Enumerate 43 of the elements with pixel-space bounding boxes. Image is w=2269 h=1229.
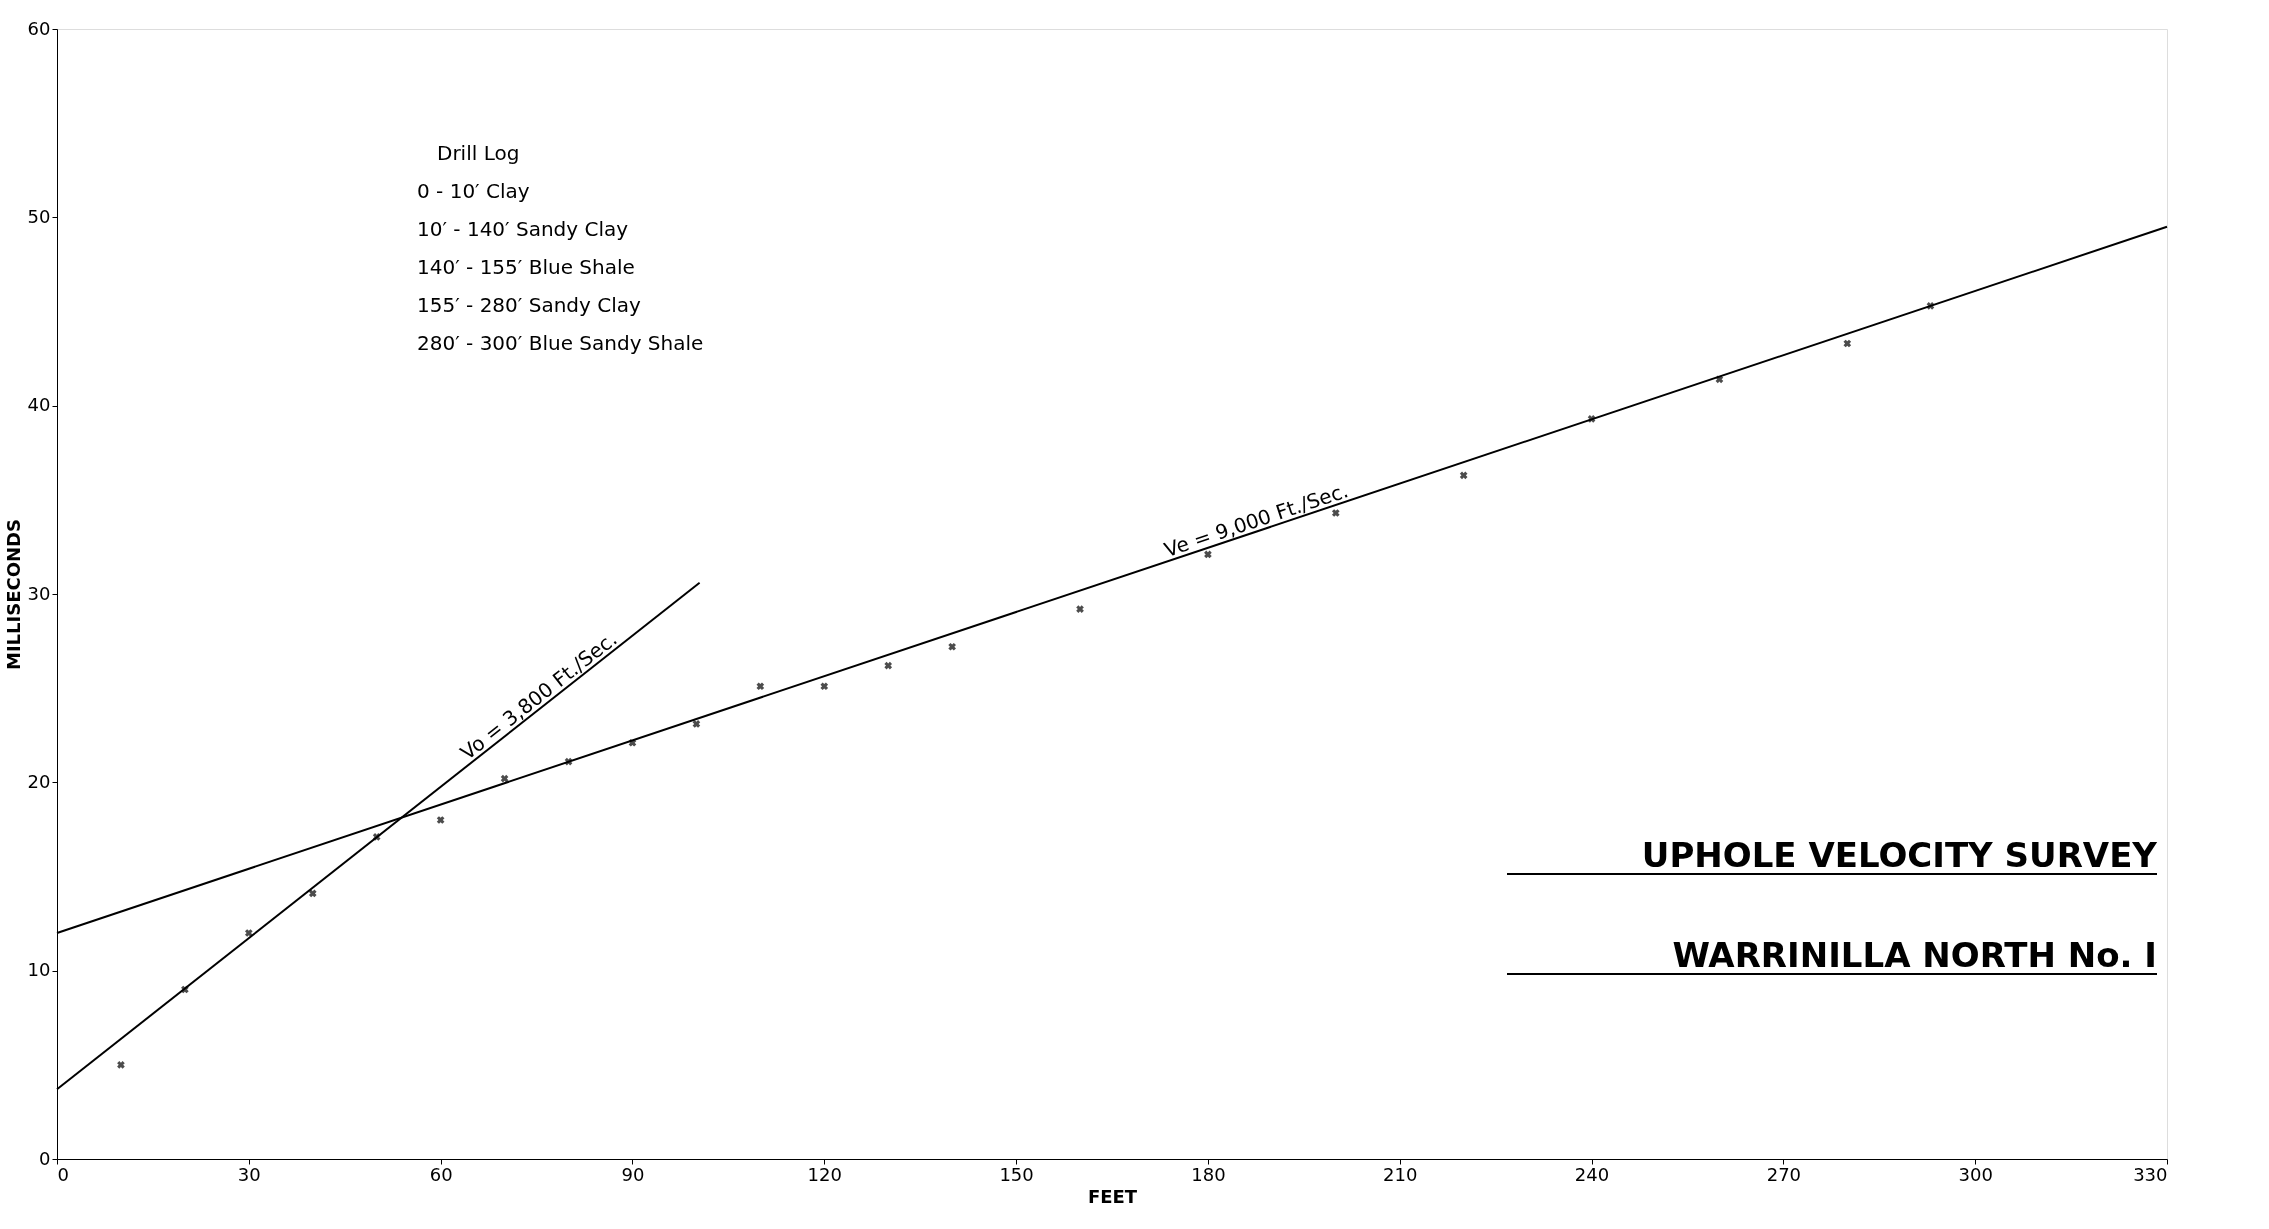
- point: [884, 661, 893, 670]
- y-tick-label: 30: [27, 582, 51, 604]
- point: [1204, 550, 1212, 559]
- annotation: Ve = 9,000 Ft./Sec.: [1161, 478, 1352, 562]
- annotation: 140′ - 155′ Blue Shale: [417, 255, 635, 279]
- point: [500, 774, 509, 783]
- point: [1459, 471, 1468, 480]
- x-tick-label: 240: [1574, 1163, 1610, 1185]
- point: [756, 682, 765, 691]
- point: [692, 720, 701, 728]
- x-tick-label: 30: [237, 1163, 261, 1185]
- x-tick-label: 0: [57, 1163, 69, 1185]
- annotation: 10′ - 140′ Sandy Clay: [417, 217, 629, 241]
- point: [1076, 605, 1084, 613]
- x-axis-title: FEET: [1087, 1185, 1138, 1207]
- x-tick-label: 270: [1766, 1163, 1802, 1185]
- y-tick-label: 50: [27, 205, 51, 227]
- y-tick-label: 20: [27, 770, 51, 792]
- annotation: 155′ - 280′ Sandy Clay: [417, 293, 642, 317]
- x-tick-label: 210: [1383, 1163, 1418, 1185]
- x-tick-label: 120: [807, 1163, 842, 1185]
- x-tick-label: 180: [1191, 1163, 1226, 1185]
- y-tick-label: 60: [27, 17, 51, 39]
- point: [117, 1061, 125, 1069]
- y-tick-label: 0: [39, 1147, 51, 1169]
- annotation: 280′ - 300′ Blue Sandy Shale: [417, 331, 704, 355]
- point: [244, 929, 253, 937]
- x-tick-label: 60: [429, 1163, 453, 1185]
- y-tick-label: 40: [27, 394, 51, 416]
- point: [948, 642, 956, 651]
- x-tick-label: 90: [621, 1163, 645, 1185]
- point: [436, 816, 445, 824]
- annotation: 0 - 10′ Clay: [417, 179, 530, 203]
- x-tick-label: 300: [1958, 1163, 1993, 1185]
- text: UPHOLE VELOCITY SURVEY: [1641, 835, 2158, 875]
- y-tick-label: 10: [27, 959, 51, 981]
- y-axis-title: MILLISECONDS: [2, 519, 24, 670]
- point: [820, 682, 829, 691]
- x-tick-label: 330: [2133, 1163, 2168, 1185]
- annotation: Drill Log: [437, 141, 520, 165]
- x-tick-label: 150: [999, 1163, 1034, 1185]
- text: WARRINILLA NORTH No. I: [1672, 935, 2157, 975]
- point: [1843, 339, 1852, 348]
